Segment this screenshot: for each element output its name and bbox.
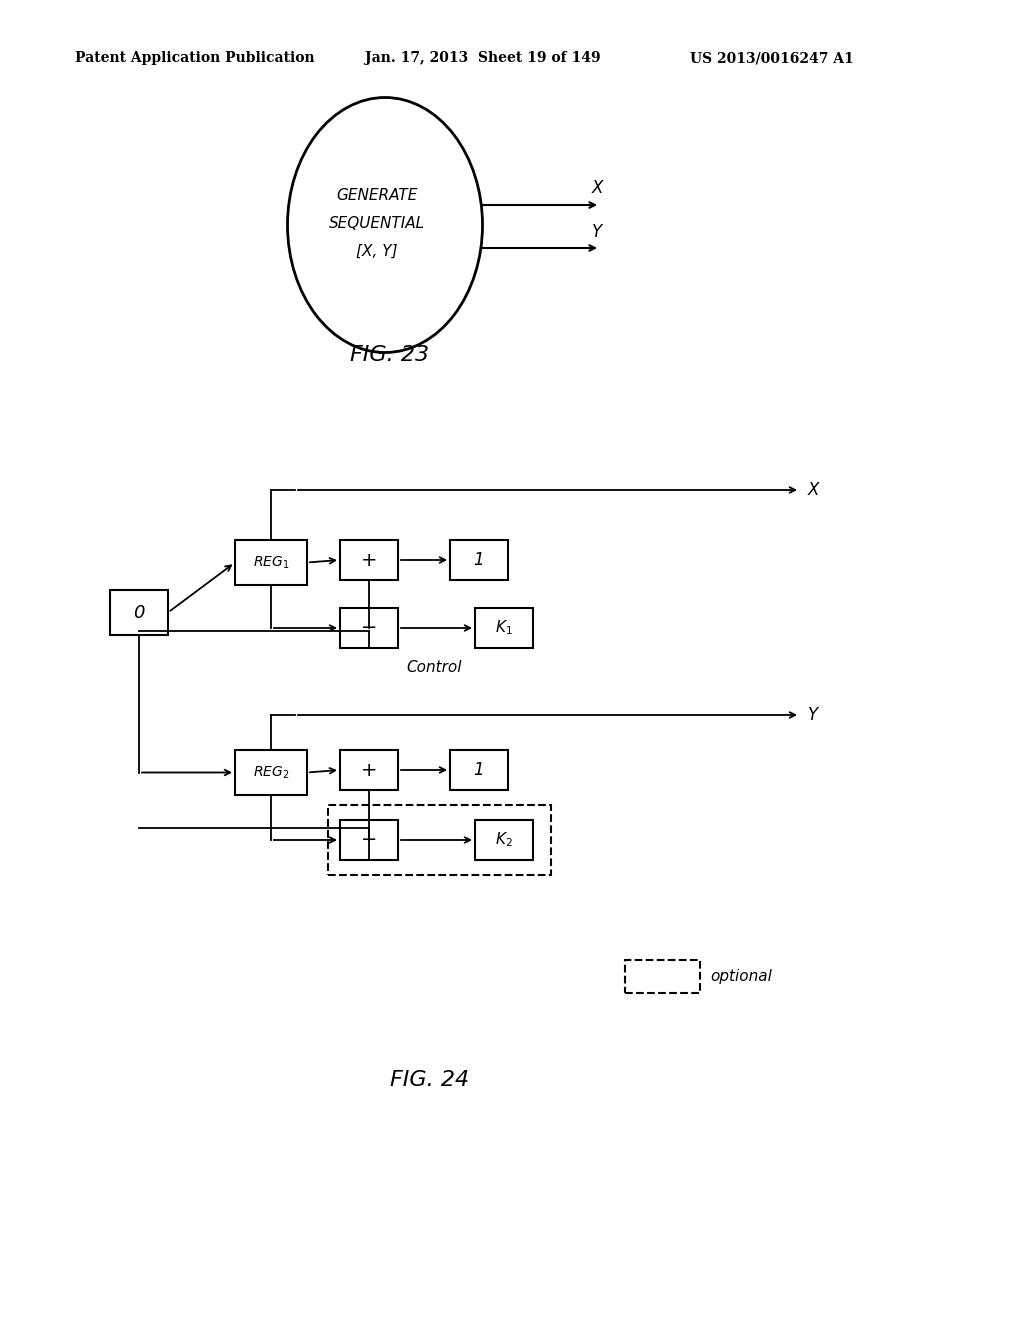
Text: +: + [360, 760, 377, 780]
Text: optional: optional [710, 969, 772, 983]
Text: [X, Y]: [X, Y] [356, 243, 397, 259]
Text: SEQUENTIAL: SEQUENTIAL [329, 215, 425, 231]
Text: US 2013/0016247 A1: US 2013/0016247 A1 [690, 51, 854, 65]
Text: X: X [808, 480, 819, 499]
Text: $REG_2$: $REG_2$ [253, 764, 289, 780]
Bar [328, 805, 551, 875]
Text: 0: 0 [133, 603, 144, 622]
Bar [625, 960, 700, 993]
Text: $K_1$: $K_1$ [496, 619, 513, 638]
Bar [340, 750, 398, 789]
Bar [340, 540, 398, 579]
Bar [475, 609, 534, 648]
Bar [450, 540, 508, 579]
Text: $K_2$: $K_2$ [496, 830, 513, 849]
Text: 1: 1 [474, 550, 484, 569]
Text: GENERATE: GENERATE [336, 187, 418, 202]
Text: −: − [360, 830, 377, 850]
Bar [340, 820, 398, 861]
Text: Y: Y [808, 706, 818, 723]
Text: FIG. 23: FIG. 23 [350, 345, 429, 366]
Text: FIG. 24: FIG. 24 [390, 1071, 470, 1090]
Text: Jan. 17, 2013  Sheet 19 of 149: Jan. 17, 2013 Sheet 19 of 149 [365, 51, 601, 65]
Bar [110, 590, 168, 635]
Text: $REG_1$: $REG_1$ [253, 554, 289, 570]
Bar [234, 750, 307, 795]
Text: 1: 1 [474, 762, 484, 779]
Bar [450, 750, 508, 789]
Bar [475, 820, 534, 861]
Text: Patent Application Publication: Patent Application Publication [75, 51, 314, 65]
Text: X: X [592, 180, 603, 197]
Text: +: + [360, 550, 377, 569]
Text: −: − [360, 619, 377, 638]
Text: Control: Control [406, 660, 462, 676]
Bar [234, 540, 307, 585]
Bar [340, 609, 398, 648]
Text: Y: Y [592, 223, 602, 242]
